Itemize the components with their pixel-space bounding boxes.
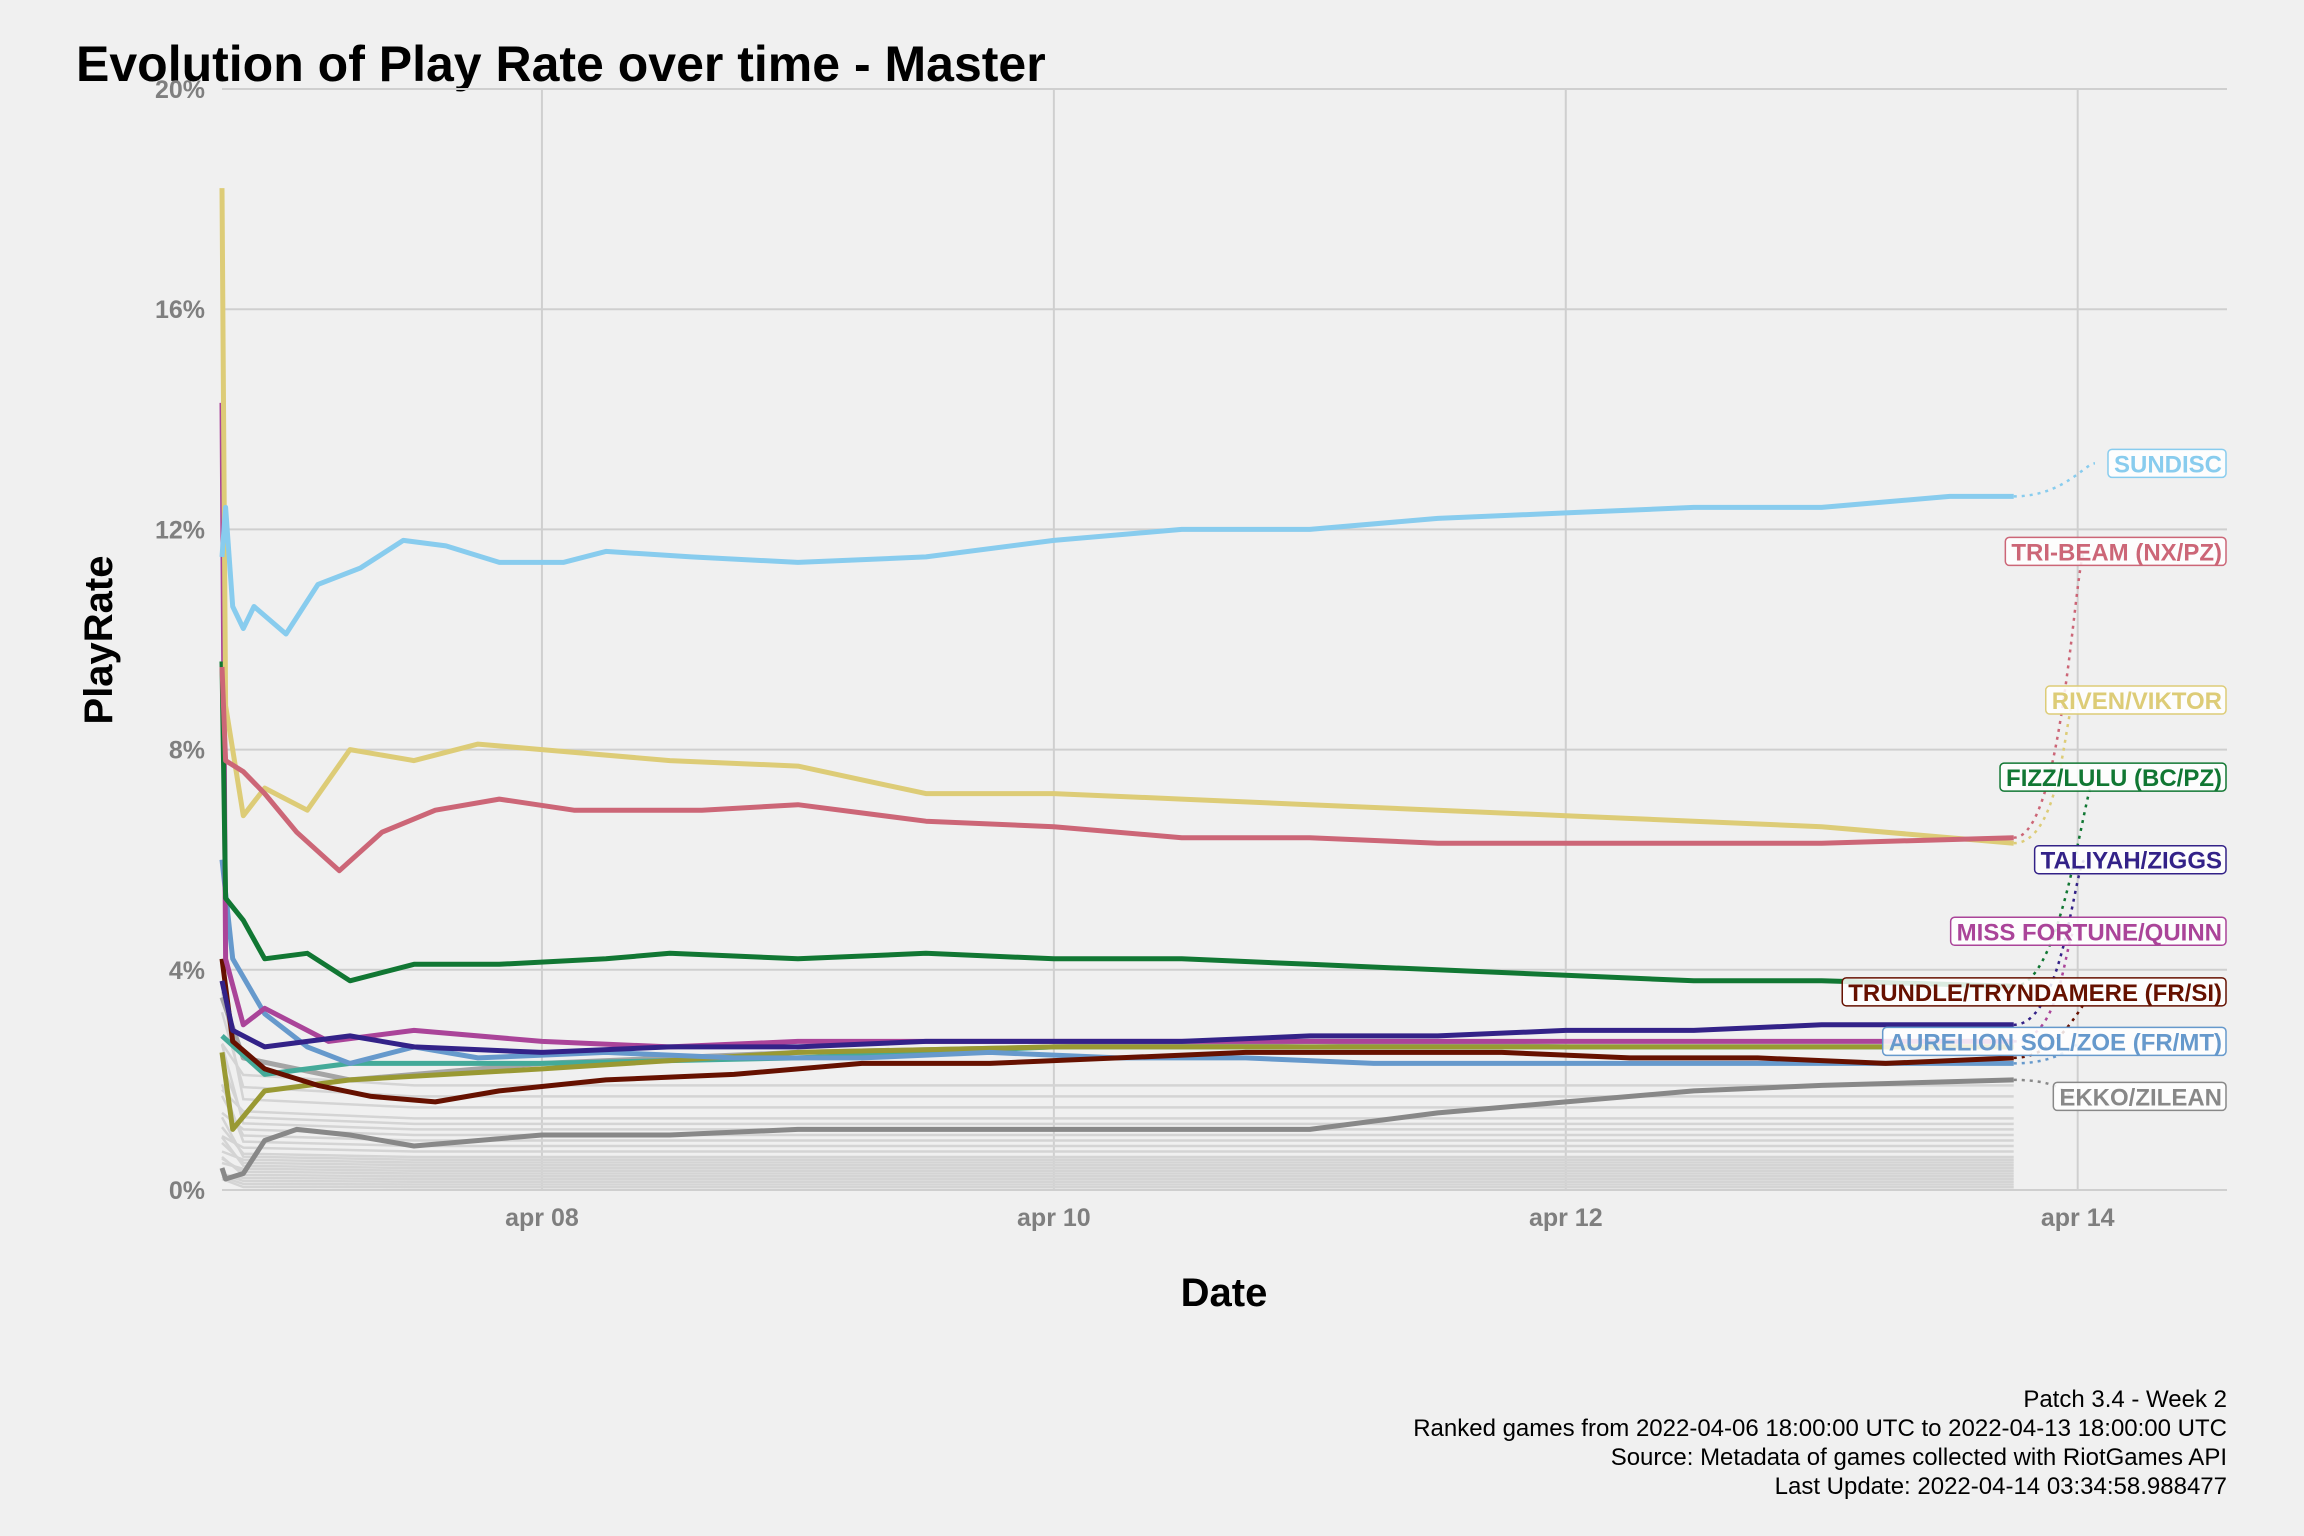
y-tick-label: 4% <box>169 957 205 985</box>
y-tick-label: 20% <box>155 76 205 104</box>
series-label-text: TRUNDLE/TRYNDAMERE (FR/SI) <box>1848 980 2222 1007</box>
label-leader-line <box>2013 462 2096 498</box>
series-label-text: SUNDISC <box>2114 451 2222 478</box>
series-line-trundle-tryndamere-fr-si- <box>219 958 2014 1105</box>
series-label: TRUNDLE/TRYNDAMERE (FR/SI) <box>1841 977 2227 1007</box>
series-line-sundisc <box>219 493 2014 637</box>
axis-ticks: 0% 4% 8% 12% 16% 20% apr 08 apr 10 apr 12 apr 14 <box>155 76 2115 1232</box>
y-axis-title: PlayRate <box>77 556 121 725</box>
background-series-line <box>221 1088 2014 1120</box>
x-tick-label: apr 08 <box>505 1204 579 1232</box>
series-labels: SUNDISC TRI-BEAM (NX/PZ) RIVEN/VIKTOR FIZZ/… <box>1841 448 2227 1112</box>
series-line-riven-viktor <box>219 188 2014 846</box>
chart-title: Evolution of Play Rate over time - Maste… <box>76 36 1046 92</box>
caption: Patch 3.4 - Week 2 Ranked games from 202… <box>1413 1386 2227 1500</box>
other-series-line <box>219 1044 2014 1132</box>
x-tick-label: apr 10 <box>1017 1204 1091 1232</box>
series-label-box <box>1949 916 2227 947</box>
y-tick-label: 8% <box>169 737 205 765</box>
x-axis-title: Date <box>1181 1271 1268 1315</box>
series-line-tri-beam-nx-pz- <box>219 666 2014 874</box>
caption-patch: Patch 3.4 - Week 2 <box>2023 1386 2227 1413</box>
series-label: TRI-BEAM (NX/PZ) <box>2004 536 2227 567</box>
series-line-fizz-lulu-bc-pz- <box>219 661 2014 989</box>
caption-range: Ranked games from 2022-04-06 18:00:00 UT… <box>1413 1415 2227 1442</box>
series-label: RIVEN/VIKTOR <box>2045 685 2227 715</box>
x-tick-label: apr 12 <box>1529 1204 1603 1232</box>
series-label-box <box>1999 762 2227 792</box>
series-line-ekko-zilean <box>219 1077 2014 1182</box>
series-label-box <box>1881 1026 2227 1057</box>
series-label: AURELION SOL/ZOE (FR/MT) <box>1881 1026 2227 1057</box>
series-label: MISS FORTUNE/QUINN <box>1949 916 2227 947</box>
highlighted-series <box>219 188 2014 1182</box>
series-label-text: EKKO/ZILEAN <box>2059 1084 2222 1111</box>
series-label-box <box>2052 1081 2227 1112</box>
y-tick-label: 16% <box>155 296 205 324</box>
series-label-text: TRI-BEAM (NX/PZ) <box>2011 539 2222 566</box>
series-label-box <box>2107 448 2227 479</box>
background-series-line <box>221 1150 2014 1164</box>
background-series <box>220 991 2014 1189</box>
series-label-text: MISS FORTUNE/QUINN <box>1957 919 2222 946</box>
series-line-aurelion-sol-zoe-fr-mt- <box>219 859 2014 1066</box>
series-line-miss-fortune-quinn <box>219 402 2014 1050</box>
series-label-text: FIZZ/LULU (BC/PZ) <box>2006 765 2222 792</box>
background-series-line <box>221 1156 2014 1178</box>
series-line-taliyah-ziggs <box>219 980 2014 1055</box>
series-label-text: RIVEN/VIKTOR <box>2052 688 2222 715</box>
series-label-text: AURELION SOL/ZOE (FR/MT) <box>1889 1029 2222 1056</box>
series-label-text: TALIYAH/ZIGGS <box>2041 848 2222 875</box>
background-series-line <box>221 1177 2014 1189</box>
series-label: TALIYAH/ZIGGS <box>2033 844 2227 875</box>
series-label: SUNDISC <box>2107 448 2227 479</box>
background-series-line <box>220 1116 2014 1161</box>
series-label-box <box>1841 977 2227 1007</box>
series-label: FIZZ/LULU (BC/PZ) <box>1999 762 2227 792</box>
background-series-line <box>221 1126 2014 1159</box>
series-label: EKKO/ZILEAN <box>2052 1081 2227 1112</box>
background-series-line <box>220 1064 2014 1126</box>
series-label-box <box>2033 844 2227 875</box>
series-label-box <box>2004 536 2227 567</box>
y-tick-label: 0% <box>169 1177 205 1205</box>
label-leader-line <box>2013 775 2097 988</box>
caption-source: Source: Metadata of games collected with… <box>1611 1444 2227 1471</box>
x-tick-label: apr 14 <box>2041 1204 2115 1232</box>
caption-update: Last Update: 2022-04-14 03:34:58.988477 <box>1775 1473 2227 1500</box>
y-tick-label: 12% <box>155 516 205 544</box>
label-leader-line <box>2013 858 2087 1027</box>
background-series-line <box>221 1175 2014 1186</box>
background-series-line <box>220 1136 2014 1170</box>
background-series-line <box>220 1011 2014 1098</box>
series-label-box <box>2045 685 2227 715</box>
